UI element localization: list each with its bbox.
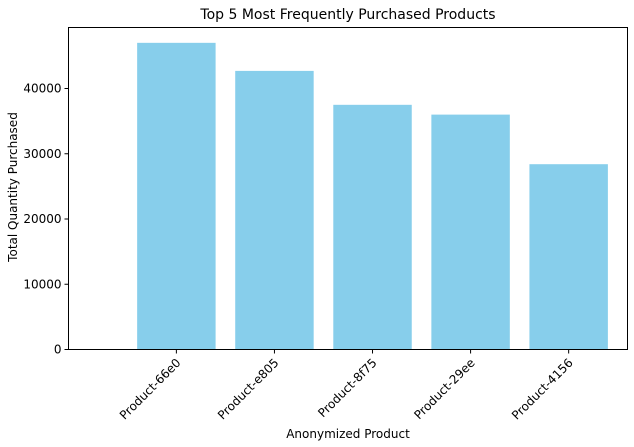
y-tick-label: 0 <box>54 343 62 357</box>
x-tick-label: Product-e805 <box>215 356 282 423</box>
bar-product-8f75 <box>333 104 412 350</box>
x-ticks-group: Product-66e0 Product-e805 Product-8f75 Prod… <box>117 349 576 423</box>
y-ticks-group: 0 10000 20000 30000 40000 <box>23 82 69 357</box>
bar-product-66e0 <box>137 42 216 350</box>
y-tick-label: 10000 <box>23 277 61 291</box>
x-tick-label: Product-29ee <box>411 356 477 422</box>
bar-product-29ee <box>431 114 510 350</box>
chart-title: Top 5 Most Frequently Purchased Products <box>199 7 495 23</box>
x-axis-label: Anonymized Product <box>286 427 410 441</box>
y-axis-label: Total Quantity Purchased <box>6 112 20 263</box>
y-tick-label: 20000 <box>23 212 61 226</box>
x-tick-label: Product-4156 <box>509 356 576 423</box>
y-tick-label: 30000 <box>23 147 61 161</box>
x-tick-label: Product-8f75 <box>315 356 379 420</box>
bars-group <box>137 42 608 350</box>
x-tick-label: Product-66e0 <box>117 356 184 423</box>
bar-product-4156 <box>529 164 608 350</box>
bar-product-e805 <box>235 70 314 350</box>
plot-frame <box>68 27 628 350</box>
y-tick-label: 40000 <box>23 82 61 96</box>
